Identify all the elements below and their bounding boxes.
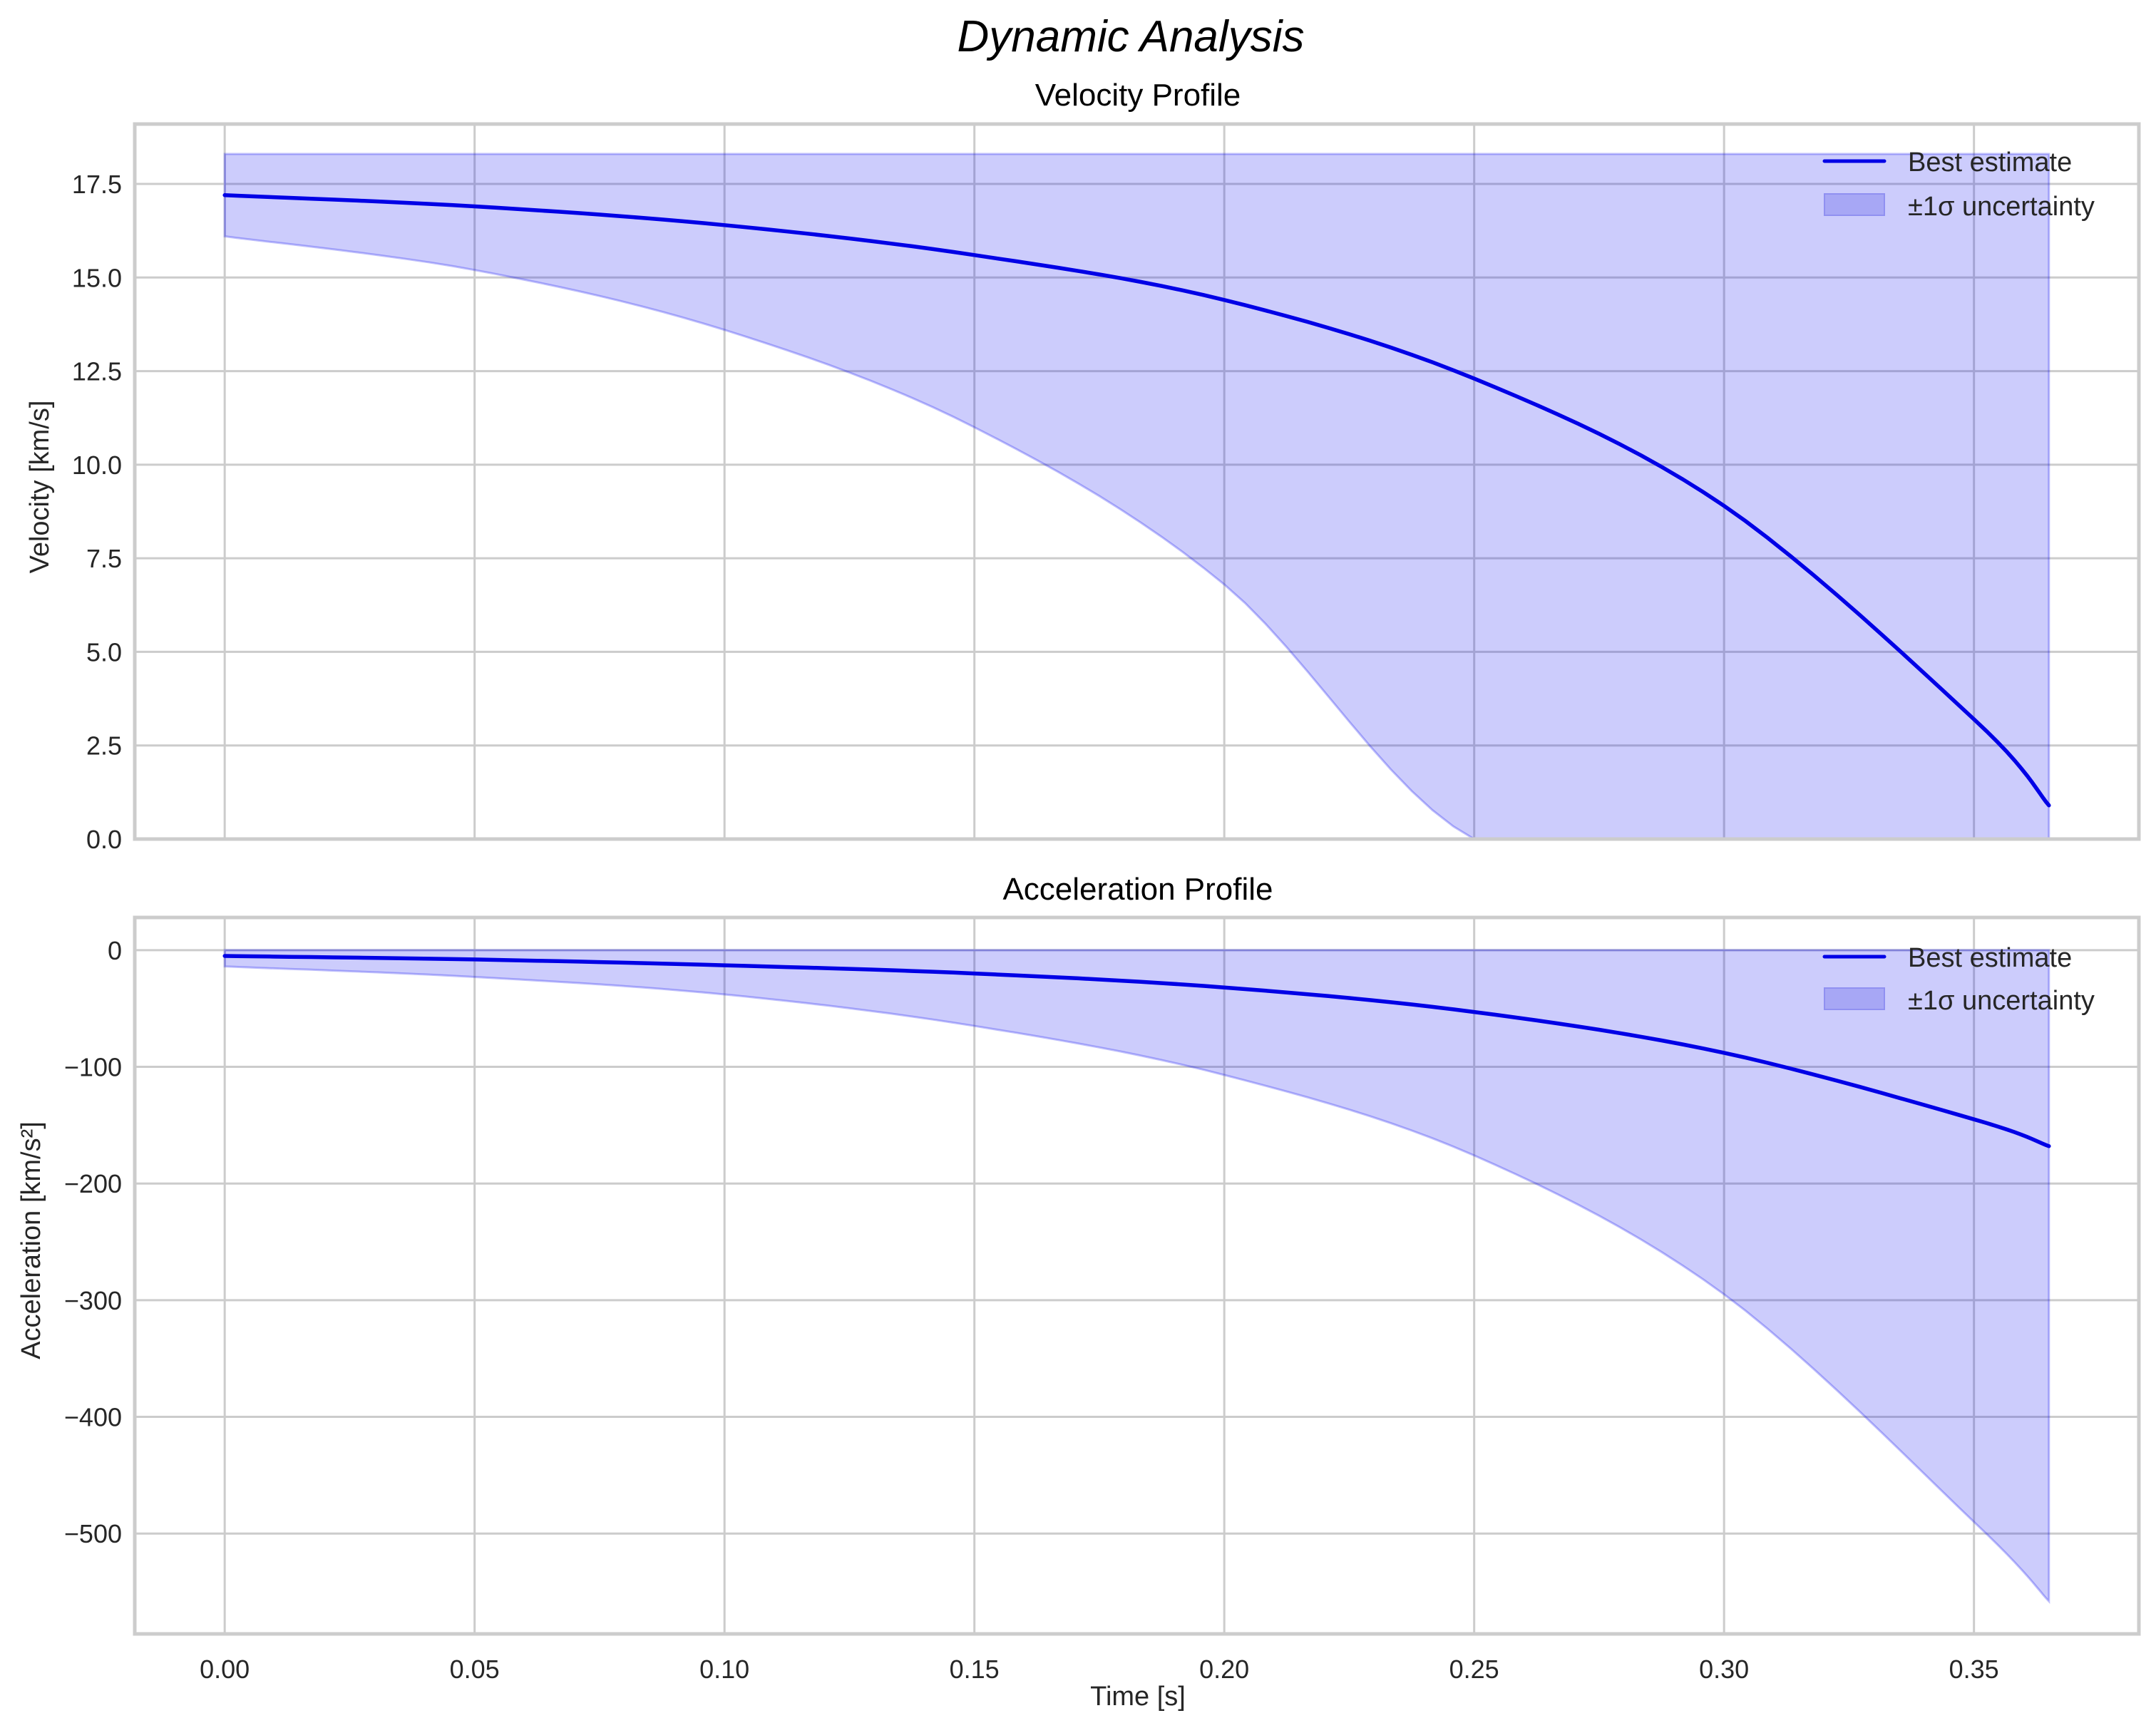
velocity-y-axis-label: Velocity [km/s] xyxy=(25,401,55,574)
velocity-best-estimate-line xyxy=(222,193,2051,808)
y-tick-label: 0.0 xyxy=(86,825,122,854)
legend-label-best-estimate: Best estimate xyxy=(1908,148,2072,178)
velocity-uncertainty-band xyxy=(223,153,2050,840)
y-tick-label: 7.5 xyxy=(86,544,122,573)
velocity-axes-frame xyxy=(133,122,2141,841)
velocity-panel: Velocity Profile 0.0 2.5 5.0 7.5 10.0 12.5 15.… xyxy=(25,78,2141,854)
velocity-panel-title: Velocity Profile xyxy=(1035,78,1241,113)
acceleration-grid xyxy=(135,917,2139,1634)
y-tick-label: −300 xyxy=(64,1286,122,1315)
acceleration-best-estimate-line xyxy=(222,954,2051,1148)
figure-title: Dynamic Analysis xyxy=(958,12,1305,61)
legend-label-best-estimate: Best estimate xyxy=(1908,943,2072,973)
y-tick-label: 10.0 xyxy=(72,451,122,480)
acceleration-axes-frame xyxy=(133,915,2141,1636)
x-tick-label: 0.20 xyxy=(1199,1655,1249,1684)
x-tick-label: 0.35 xyxy=(1949,1655,1999,1684)
acceleration-y-ticks: 0 −100 −200 −300 −400 −500 xyxy=(64,936,122,1548)
legend-band-swatch-icon xyxy=(1824,987,1885,1010)
y-tick-label: 2.5 xyxy=(86,731,122,761)
legend-band-swatch-icon xyxy=(1824,193,1885,216)
velocity-legend[interactable]: Best estimate ±1σ uncertainty xyxy=(1822,148,2095,222)
y-tick-label: 12.5 xyxy=(72,357,122,386)
y-tick-label: 0 xyxy=(108,936,122,965)
legend-label-uncertainty: ±1σ uncertainty xyxy=(1908,192,2095,222)
legend-label-uncertainty: ±1σ uncertainty xyxy=(1908,986,2095,1016)
velocity-grid xyxy=(135,124,2139,840)
y-tick-label: −200 xyxy=(64,1169,122,1198)
acceleration-legend[interactable]: Best estimate ±1σ uncertainty xyxy=(1822,943,2095,1016)
x-axis-label: Time [s] xyxy=(1090,1682,1186,1712)
acceleration-panel: Acceleration Profile 0 −100 −200 −300 −400 −5… xyxy=(16,872,2141,1712)
y-tick-label: −100 xyxy=(64,1053,122,1082)
y-tick-label: 17.5 xyxy=(72,170,122,199)
acceleration-uncertainty-band xyxy=(223,949,2050,1605)
x-tick-label: 0.30 xyxy=(1699,1655,1749,1684)
x-tick-label: 0.25 xyxy=(1449,1655,1499,1684)
y-tick-label: −400 xyxy=(64,1403,122,1432)
acceleration-panel-title: Acceleration Profile xyxy=(1002,872,1273,907)
x-axis-ticks: 0.00 0.05 0.10 0.15 0.20 0.25 0.30 0.35 xyxy=(200,1655,1999,1684)
x-tick-label: 0.05 xyxy=(450,1655,500,1684)
x-tick-label: 0.00 xyxy=(200,1655,250,1684)
x-tick-label: 0.15 xyxy=(950,1655,1000,1684)
acceleration-y-axis-label: Acceleration [km/s²] xyxy=(16,1121,46,1359)
x-tick-label: 0.10 xyxy=(699,1655,749,1684)
y-tick-label: 5.0 xyxy=(86,637,122,667)
velocity-y-ticks: 0.0 2.5 5.0 7.5 10.0 12.5 15.0 17.5 xyxy=(72,170,122,854)
y-tick-label: −500 xyxy=(64,1519,122,1548)
y-tick-label: 15.0 xyxy=(72,263,122,292)
